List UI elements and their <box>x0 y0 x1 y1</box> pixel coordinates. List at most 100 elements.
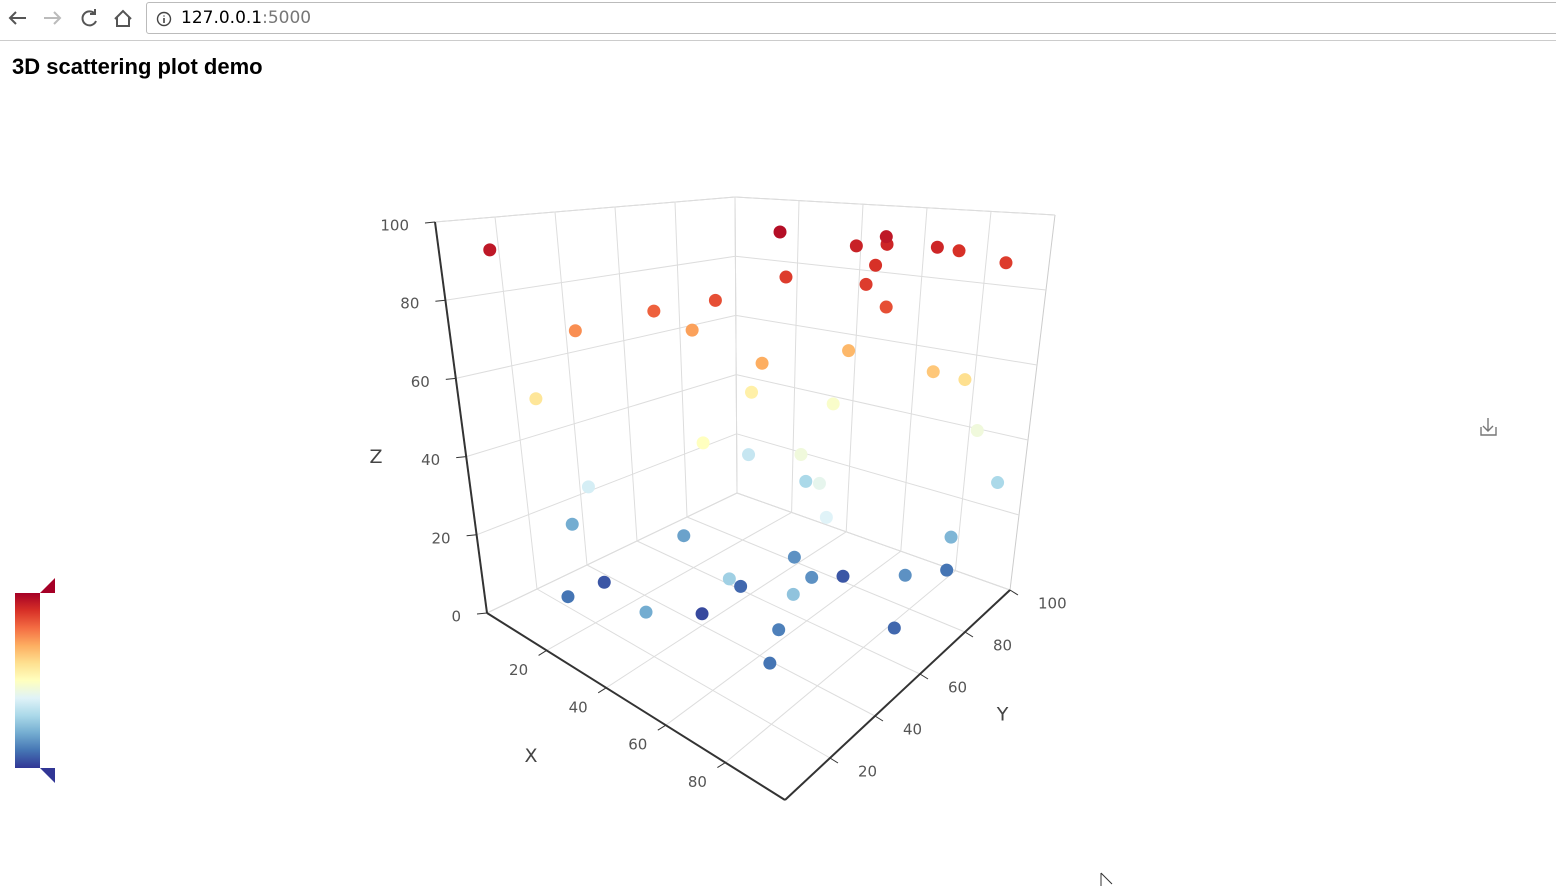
data-point <box>930 240 944 254</box>
grid-line <box>665 550 902 726</box>
grid-line <box>605 531 847 689</box>
grid-line <box>614 206 638 542</box>
grid-line <box>445 255 736 301</box>
y-tick-label: 40 <box>903 721 922 739</box>
data-point <box>999 256 1013 270</box>
grid-line <box>736 433 1020 516</box>
data-point <box>561 590 575 604</box>
data-point <box>991 476 1005 490</box>
data-point <box>926 365 940 379</box>
data-point <box>859 277 873 291</box>
data-point <box>597 575 611 589</box>
data-point <box>685 323 699 337</box>
y-axis-name: Y <box>996 704 1009 726</box>
z-tick-label: 40 <box>421 451 440 469</box>
page-heading: 3D scattering plot demo <box>12 54 263 79</box>
grid-line <box>434 196 736 223</box>
x-tick <box>657 724 667 731</box>
z-tick <box>466 534 477 537</box>
grid-line <box>586 564 876 717</box>
data-point <box>722 572 736 586</box>
data-point <box>773 225 787 239</box>
y-tick <box>1009 589 1019 596</box>
download-icon[interactable] <box>1480 418 1497 436</box>
z-tick-label: 80 <box>400 295 419 313</box>
data-point <box>887 621 901 635</box>
z-tick-label: 60 <box>411 373 430 391</box>
z-tick <box>456 456 467 459</box>
grid-line <box>636 540 921 675</box>
grid-line <box>466 374 737 458</box>
x-tick-label: 80 <box>688 773 707 791</box>
y-tick <box>964 631 974 638</box>
data-point <box>708 293 722 307</box>
data-point <box>565 517 579 531</box>
grid-line <box>735 255 1047 291</box>
back-button[interactable] <box>8 11 26 25</box>
data-point <box>805 570 819 584</box>
grid-line <box>546 511 792 651</box>
y-tick-label: 100 <box>1038 595 1067 613</box>
data-point <box>568 324 582 338</box>
data-point <box>787 550 801 564</box>
data-point <box>581 480 595 494</box>
address-bar[interactable]: 127.0.0.1:5000 <box>146 2 1556 34</box>
data-point <box>879 300 893 314</box>
data-point <box>799 474 813 488</box>
data-point <box>742 448 756 462</box>
data-point <box>898 568 912 582</box>
z-tick-label: 20 <box>432 529 451 547</box>
data-point <box>944 530 958 544</box>
data-point <box>529 392 543 406</box>
x-tick-label: 40 <box>569 698 588 716</box>
data-point <box>639 605 653 619</box>
data-point <box>970 424 984 438</box>
browser-toolbar: 127.0.0.1:5000 <box>0 0 1556 41</box>
data-point <box>483 243 497 257</box>
grid-line <box>725 570 956 763</box>
data-point <box>647 304 661 318</box>
grid-line <box>554 211 588 566</box>
colorbar-handle-top[interactable] <box>40 578 55 593</box>
url-port: :5000 <box>262 8 312 28</box>
y-tick <box>874 715 884 722</box>
data-point <box>869 258 883 272</box>
forward-button[interactable] <box>44 11 62 25</box>
grid-line <box>900 207 928 552</box>
grid-line <box>735 314 1038 366</box>
grid-line <box>494 216 538 590</box>
home-button[interactable] <box>114 9 132 27</box>
grid-line <box>476 433 737 536</box>
data-point <box>677 529 691 543</box>
y-tick-label: 20 <box>858 763 877 781</box>
z-axis <box>434 221 488 614</box>
grid-line <box>734 196 1056 216</box>
grid-line <box>536 588 831 759</box>
data-point <box>779 270 793 284</box>
data-point <box>958 373 972 387</box>
grid-line <box>954 211 992 571</box>
url-host: 127.0.0.1 <box>181 8 263 28</box>
data-point <box>952 244 966 258</box>
data-point <box>819 510 833 524</box>
y-tick <box>829 757 839 764</box>
reload-button[interactable] <box>81 9 97 27</box>
data-point <box>763 656 777 670</box>
grid-line <box>845 204 864 532</box>
x-tick <box>717 762 726 769</box>
data-point <box>786 587 800 601</box>
grid-line <box>486 492 738 614</box>
data-point <box>745 385 759 399</box>
y-axis <box>784 589 1011 801</box>
grid-line <box>736 492 1011 591</box>
x-axis-name: X <box>524 745 537 767</box>
colorbar-handle-bottom[interactable] <box>40 768 55 783</box>
z-tick-label: 0 <box>451 608 461 626</box>
data-point <box>826 397 840 411</box>
info-icon <box>156 11 172 27</box>
grid-line <box>736 374 1029 441</box>
colorbar <box>15 593 40 768</box>
x-tick-label: 60 <box>628 736 647 754</box>
box-edge <box>1009 214 1056 591</box>
